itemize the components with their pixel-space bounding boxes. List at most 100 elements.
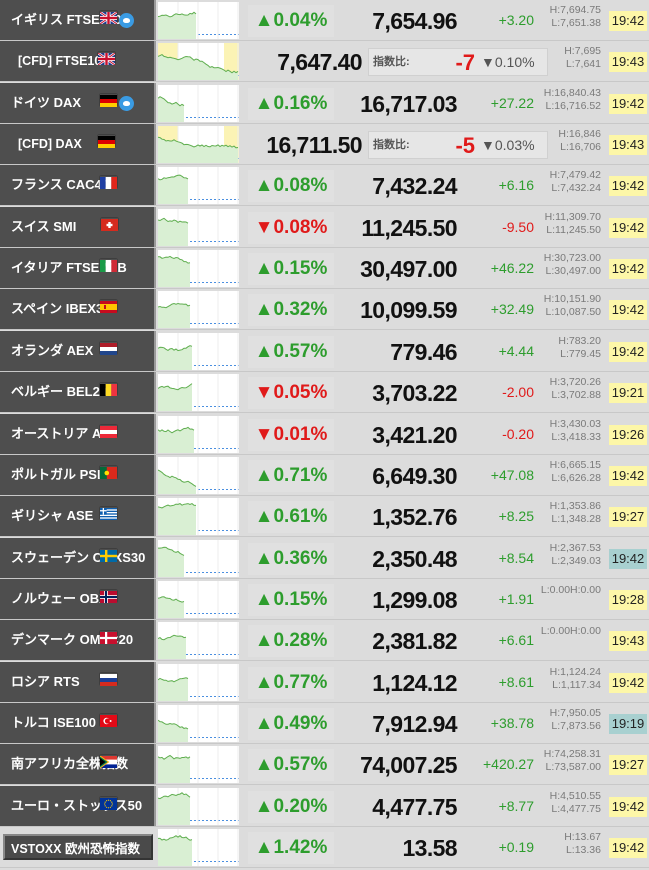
index-name-link[interactable]: 南アフリカ全株指数 [0, 744, 156, 784]
market-row: イギリス FTSE100 ▲0.04% 7,654.96 +3.20 H:7,694.7… [0, 0, 649, 41]
sparkline-chart[interactable] [158, 829, 239, 866]
flag-icon [99, 755, 117, 769]
flag-icon [100, 300, 117, 313]
up-arrow-icon: ▲ [254, 548, 274, 569]
high-value: H:1,124.24 [549, 666, 601, 678]
sparkline-chart[interactable] [158, 457, 239, 494]
market-row: ギリシャ ASE ▲0.61% 1,352.76 +8.25 H:1,353.86 L:1… [0, 496, 649, 537]
point-change: +47.08 [490, 467, 534, 483]
update-time: 19:42 [609, 342, 647, 362]
index-name-link[interactable]: トルコ ISE100 [0, 703, 156, 743]
spread-percent: ▼0.10% [481, 54, 535, 70]
sparkline-chart[interactable] [158, 85, 239, 122]
up-arrow-icon: ▲ [254, 837, 274, 858]
index-name: スウェーデン OMXS30 [11, 550, 146, 565]
point-change: +32.49 [490, 301, 534, 317]
index-name-link[interactable]: [CFD] DAX [0, 124, 156, 164]
low-value: L:3,702.88 [551, 389, 601, 401]
index-name-link[interactable]: VSTOXX 欧州恐怖指数 [3, 834, 153, 860]
low-value: L:4,477.75 [551, 803, 601, 815]
sparkline-chart[interactable] [158, 622, 239, 659]
percent-value: 0.36% [273, 548, 328, 569]
index-name: イタリア FTSE MIB [11, 260, 127, 275]
percent-change: ▲0.28% [248, 625, 334, 657]
up-arrow-icon: ▲ [254, 672, 274, 693]
high-value: H:1,353.86 [549, 500, 601, 512]
up-arrow-icon: ▲ [254, 465, 274, 486]
index-name: [CFD] FTSE100 [18, 54, 109, 68]
index-name-link[interactable]: デンマーク OMXC20 [0, 620, 156, 660]
index-name-link[interactable]: ギリシャ ASE [0, 496, 156, 536]
low-value: L:16,706 [560, 141, 601, 153]
index-name-link[interactable]: スウェーデン OMXS30 [0, 538, 156, 578]
sparkline-chart[interactable] [158, 209, 239, 246]
sparkline-chart[interactable] [158, 788, 239, 825]
percent-value: 0.05% [273, 382, 328, 403]
update-time: 19:42 [609, 838, 647, 858]
point-change: +6.61 [498, 632, 534, 648]
sparkline-chart[interactable] [158, 374, 239, 411]
index-name-link[interactable]: スペイン IBEX35 [0, 289, 156, 329]
index-name-link[interactable]: [CFD] FTSE100 [0, 41, 156, 81]
sparkline-chart[interactable] [158, 416, 239, 453]
index-name-link[interactable]: ベルギー BEL20 [0, 372, 156, 412]
sparkline-chart[interactable] [158, 540, 239, 577]
index-name-link[interactable]: オーストリア ATX [0, 414, 156, 454]
percent-change: ▲0.16% [248, 88, 334, 120]
twitter-icon[interactable] [119, 96, 134, 111]
sparkline-chart[interactable] [158, 581, 239, 618]
index-name-link[interactable]: フランス CAC40 [0, 165, 156, 205]
market-row: ポルトガル PSI20 ▲0.71% 6,649.30 +47.08 H:6,665.1… [0, 455, 649, 496]
sparkline-chart[interactable] [158, 664, 239, 701]
sparkline-chart[interactable] [158, 126, 239, 163]
high-low: H:16,846 L:16,706 [548, 128, 601, 154]
percent-change: ▲0.36% [248, 543, 334, 575]
point-change: +420.27 [483, 756, 534, 772]
cfd-price: 16,711.50 [266, 132, 362, 158]
percent-value: 0.08% [273, 217, 328, 238]
percent-change: ▼0.01% [248, 419, 334, 451]
down-arrow-icon: ▼ [254, 424, 274, 445]
percent-value: 0.08% [273, 175, 328, 196]
point-change: -2.00 [502, 384, 534, 400]
twitter-icon[interactable] [119, 13, 134, 28]
percent-change: ▲0.57% [248, 749, 334, 781]
high-low: H:74,258.31 L:73,587.00 [537, 748, 601, 774]
percent-value: 0.15% [273, 258, 328, 279]
index-name-link[interactable]: ノルウェー OBX [0, 579, 156, 619]
low-value: L:2,349.03 [551, 555, 601, 567]
index-name-link[interactable]: ユーロ・ストックス50 [0, 786, 156, 826]
sparkline-chart[interactable] [158, 2, 239, 39]
index-price: 2,350.48 [372, 546, 457, 572]
market-row: ベルギー BEL20 ▼0.05% 3,703.22 -2.00 H:3,720.26 L… [0, 372, 649, 413]
high-value: H:783.20 [558, 335, 601, 347]
low-value: L:13.36 [565, 844, 601, 856]
sparkline-chart[interactable] [158, 746, 239, 783]
sparkline-chart[interactable] [158, 167, 239, 204]
update-time: 19:42 [609, 11, 647, 31]
high-low: H:10,151.90 L:10,087.50 [537, 293, 601, 319]
index-name-link[interactable]: イタリア FTSE MIB [0, 248, 156, 288]
sparkline-chart[interactable] [158, 43, 239, 80]
point-change: -0.20 [502, 426, 534, 442]
sparkline-chart[interactable] [158, 498, 239, 535]
flag-icon [100, 797, 117, 810]
flag-icon [100, 342, 117, 356]
index-name-link[interactable]: ポルトガル PSI20 [0, 455, 156, 495]
index-name-link[interactable]: オランダ AEX [0, 331, 156, 371]
high-value: H:30,723.00 [543, 252, 601, 264]
sparkline-chart[interactable] [158, 333, 239, 370]
index-name-link[interactable]: ロシア RTS [0, 662, 156, 702]
sparkline-chart[interactable] [158, 291, 239, 328]
high-value: H:11,309.70 [544, 211, 601, 223]
high-low: H:4,510.55 L:4,477.75 [537, 790, 601, 816]
low-value: L:11,245.50 [546, 224, 601, 236]
percent-value: 0.71% [273, 465, 328, 486]
sparkline-chart[interactable] [158, 705, 239, 742]
update-time: 19:42 [609, 549, 647, 569]
index-name: トルコ ISE100 [11, 715, 96, 730]
high-value: H:16,846 [558, 128, 601, 140]
percent-value: 0.61% [273, 506, 328, 527]
index-name-link[interactable]: スイス SMI [0, 207, 156, 247]
sparkline-chart[interactable] [158, 250, 239, 287]
